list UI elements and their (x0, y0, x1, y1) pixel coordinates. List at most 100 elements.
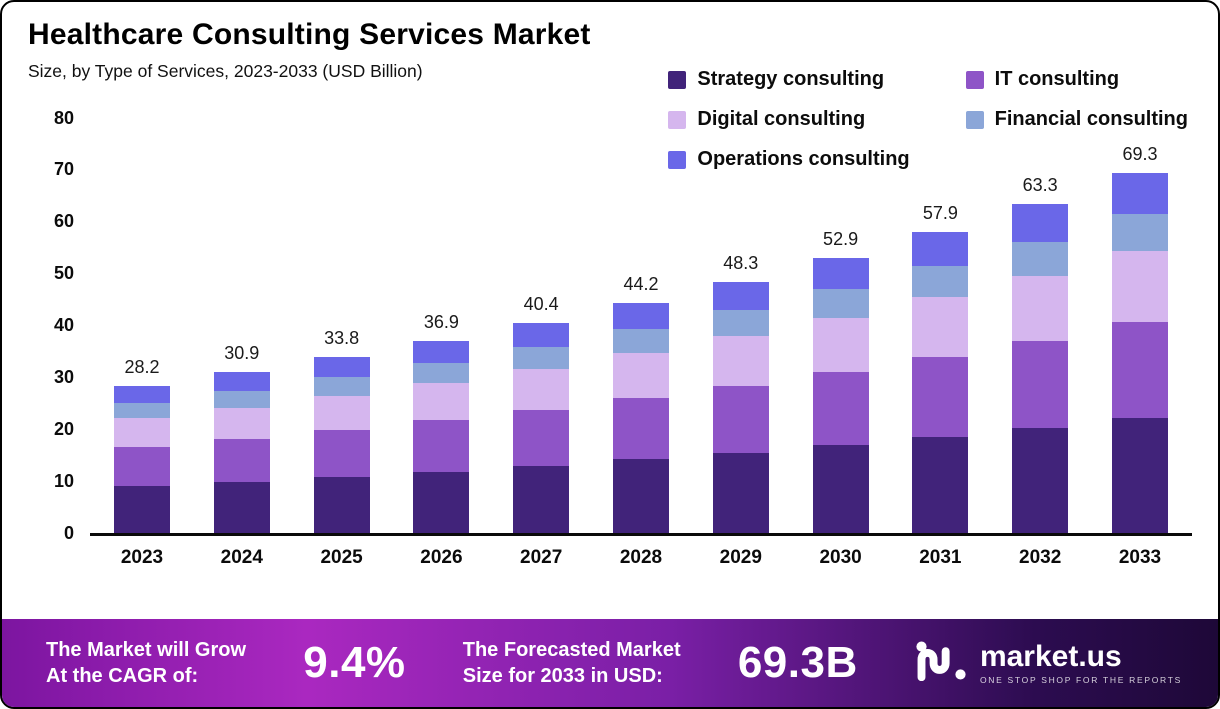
x-axis-label-2023: 2023 (120, 546, 164, 568)
legend-item-operations-consulting: Operations consulting (668, 148, 910, 171)
x-axis-label-2025: 2025 (320, 546, 363, 568)
bar-segment-it-consulting (213, 439, 270, 482)
bar-segment-digital-consulting (812, 317, 869, 373)
forecast-label-line2: Size for 2033 in USD: (462, 665, 663, 687)
legend-item-it-consulting: IT consulting (965, 68, 1188, 91)
bar-2030: 52.9 2030 (812, 118, 869, 568)
forecast-label: The Forecasted Market Size for 2033 in U… (463, 637, 681, 689)
legend-swatch-digital-consulting (668, 110, 687, 129)
bar-segment-operations-consulting (1111, 173, 1168, 214)
x-axis-label-2027: 2027 (520, 546, 563, 568)
page-title: Healthcare Consulting Services Market (28, 18, 591, 51)
bar-stack-2031 (912, 232, 969, 533)
bar-segment-strategy-consulting (513, 466, 570, 533)
bar-stack-2028 (612, 303, 669, 533)
bar-total-label: 40.4 (523, 293, 559, 314)
bar-2027: 40.4 2027 (513, 118, 570, 568)
bar-segment-financial-consulting (812, 289, 869, 318)
bar-segment-it-consulting (513, 410, 570, 467)
x-axis-label-2031: 2031 (919, 546, 962, 568)
brand-tagline: ONE STOP SHOP FOR THE REPORTS (979, 675, 1182, 686)
bar-segment-strategy-consulting (612, 459, 669, 533)
bar-total-label: 33.8 (324, 328, 360, 349)
bar-segment-strategy-consulting (1111, 418, 1168, 533)
marketus-logo-icon (915, 640, 967, 686)
bar-stack-2027 (513, 322, 570, 533)
forecast-label-line1: The Forecasted Market (462, 639, 681, 661)
bar-segment-operations-consulting (1012, 204, 1069, 242)
bar-2024: 30.9 2024 (213, 118, 270, 568)
y-tick-label: 30 (53, 366, 74, 387)
bar-segment-strategy-consulting (114, 485, 170, 533)
chart-header: Healthcare Consulting Services Market Si… (2, 2, 1218, 170)
bar-segment-digital-consulting (712, 335, 769, 386)
bar-2033: 69.3 2033 (1111, 118, 1168, 568)
bar-segment-digital-consulting (1012, 275, 1069, 341)
bar-stack-2029 (712, 281, 769, 533)
y-tick-label: 80 (53, 107, 74, 128)
y-axis: 0 10 20 30 40 50 60 70 80 (28, 108, 74, 543)
x-axis-label-2032: 2032 (1019, 546, 1062, 568)
bar-segment-financial-consulting (413, 362, 470, 383)
bar-total-label: 57.9 (922, 203, 958, 224)
bar-segment-it-consulting (1012, 340, 1069, 429)
bar-total-label: 28.2 (124, 357, 160, 378)
bar-2023: 28.2 2023 (114, 118, 170, 568)
bar-segment-operations-consulting (612, 303, 669, 330)
brand-text: market.us ONE STOP SHOP FOR THE REPORTS (980, 641, 1182, 686)
bar-segment-strategy-consulting (413, 471, 470, 533)
legend-label: Strategy consulting (697, 68, 885, 90)
x-axis-label-2028: 2028 (619, 546, 663, 568)
legend-item-digital-consulting: Digital consulting (668, 108, 909, 131)
bar-segment-operations-consulting (413, 341, 470, 363)
legend-item-strategy-consulting: Strategy consulting (668, 68, 909, 91)
legend-item-financial-consulting: Financial consulting (965, 108, 1188, 131)
bar-segment-digital-consulting (413, 382, 470, 421)
bar-total-label: 44.2 (623, 274, 659, 295)
x-axis-label-2033: 2033 (1118, 546, 1162, 568)
bar-2028: 44.2 2028 (612, 118, 669, 568)
cagr-label-line1: The Market will Grow (46, 639, 247, 661)
bar-segment-it-consulting (1111, 322, 1168, 419)
bar-segment-digital-consulting (912, 297, 969, 357)
bar-stack-2026 (413, 341, 470, 533)
bar-segment-financial-consulting (313, 377, 370, 396)
bar-segment-strategy-consulting (313, 477, 370, 533)
x-axis-label-2024: 2024 (220, 546, 263, 568)
bar-segment-strategy-consulting (1012, 428, 1069, 533)
bar-segment-financial-consulting (1012, 241, 1069, 276)
y-tick-label: 60 (53, 211, 74, 232)
bar-2025: 33.8 2025 (313, 118, 370, 568)
bar-total-label: 52.9 (823, 229, 859, 250)
bar-segment-operations-consulting (812, 258, 869, 290)
bar-segment-digital-consulting (612, 353, 669, 399)
bar-segment-it-consulting (413, 420, 470, 472)
bar-segment-strategy-consulting (812, 445, 869, 533)
bar-stack-2033 (1111, 173, 1168, 533)
x-axis-label-2029: 2029 (719, 546, 762, 568)
bar-stack-2025 (313, 357, 370, 533)
bar-segment-financial-consulting (1111, 214, 1168, 252)
legend-swatch-operations-consulting (668, 150, 687, 169)
bar-segment-operations-consulting (912, 232, 969, 266)
bar-segment-operations-consulting (313, 357, 370, 378)
bar-2031: 57.9 2031 (912, 118, 969, 568)
bar-2029: 48.3 2029 (712, 118, 769, 568)
bar-total-label: 48.3 (723, 252, 759, 273)
bar-segment-operations-consulting (712, 281, 769, 310)
plot-area: 28.2 2023 30.9 2024 33.8 2025 36.9 2026 40.4 2027… (90, 118, 1192, 568)
bar-segment-digital-consulting (313, 395, 370, 431)
bar-segment-financial-consulting (612, 329, 669, 354)
bar-segment-operations-consulting (213, 372, 270, 391)
bar-segment-financial-consulting (114, 402, 170, 418)
bar-stack-2024 (213, 372, 270, 533)
bar-stack-2032 (1012, 204, 1069, 533)
bar-segment-strategy-consulting (213, 481, 270, 533)
bar-stack-2023 (114, 386, 170, 533)
y-tick-label: 0 (63, 522, 74, 543)
bar-segment-digital-consulting (213, 407, 270, 440)
bar-total-label: 69.3 (1122, 144, 1158, 165)
bar-2026: 36.9 2026 (413, 118, 470, 568)
bar-segment-digital-consulting (1111, 251, 1168, 323)
